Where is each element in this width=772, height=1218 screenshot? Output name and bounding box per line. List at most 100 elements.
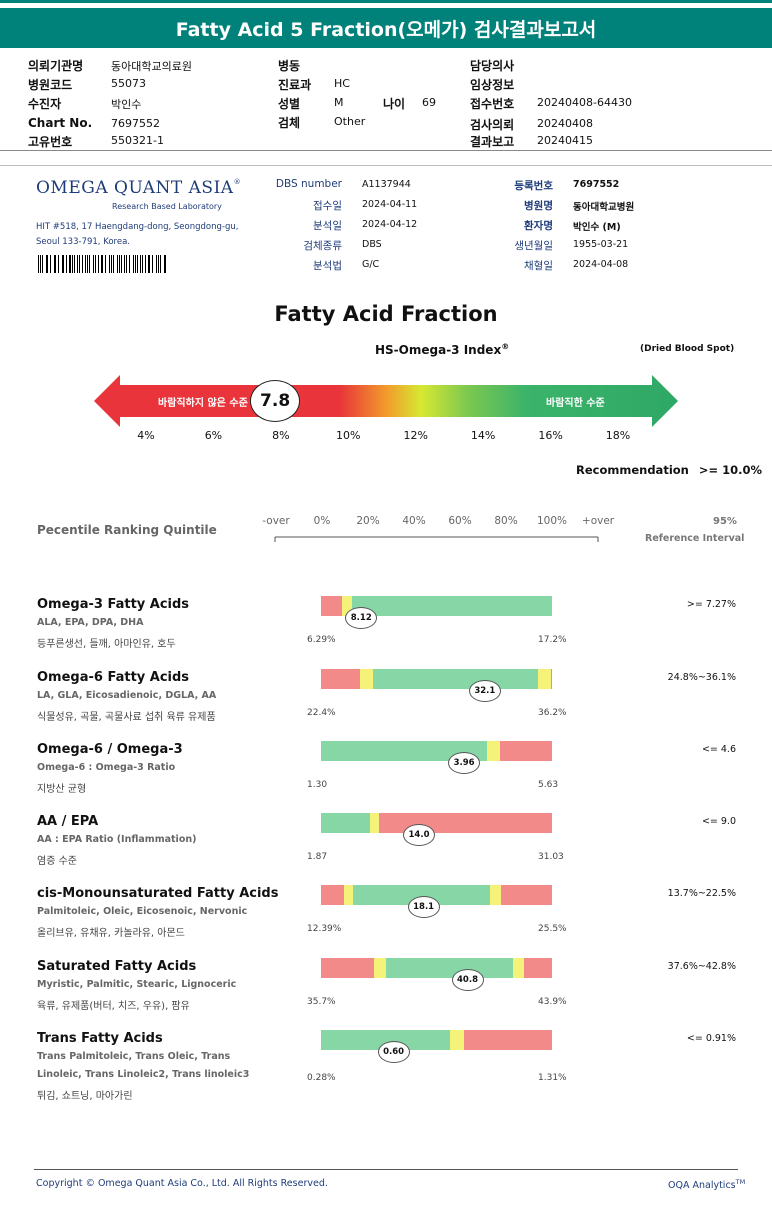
- row-value-marker: 8.12: [345, 607, 378, 629]
- header-divider: [0, 150, 772, 151]
- range-segment: [464, 1030, 552, 1050]
- row-value-marker: 32.1: [468, 680, 501, 702]
- percentile-tick-label: 100%: [536, 515, 568, 527]
- range-segment: [512, 958, 525, 978]
- barcode-bar: [94, 255, 96, 273]
- lab-trademark: ®: [233, 178, 241, 186]
- report-title: Fatty Acid 5 Fraction(오메가) 검사결과보고서: [175, 18, 597, 41]
- barcode-bar: [152, 255, 154, 273]
- row-value-marker: 14.0: [403, 824, 436, 846]
- footer-brand-tm: TM: [735, 1178, 746, 1186]
- sex-label: 성별: [278, 97, 301, 111]
- range-segment: [538, 669, 551, 689]
- row-title: Trans Fatty Acids: [37, 1031, 163, 1046]
- reference-interval-label: Reference Interval: [645, 533, 745, 544]
- age-value: 69: [422, 96, 436, 109]
- barcode-bar: [141, 255, 143, 273]
- specimen-value: Other: [334, 115, 366, 128]
- range-segment: [344, 885, 354, 905]
- row-value: 18.1: [413, 902, 435, 912]
- gauge-tick-label: 6%: [204, 429, 223, 442]
- doctor-label: 담당의사: [470, 59, 515, 73]
- hospital-name-value: 동아대학교의료원: [111, 60, 192, 73]
- report-date-value: 20240415: [537, 134, 593, 147]
- unique-no-value: 550321-1: [111, 134, 164, 147]
- row-value: 3.96: [453, 758, 475, 768]
- row-range-bar: [321, 596, 552, 616]
- row-range-high: 5.63: [538, 780, 559, 790]
- range-segment: [369, 813, 379, 833]
- receipt-no-label: 접수번호: [470, 97, 515, 111]
- range-segment: [385, 958, 513, 978]
- omega3-index-marker: 7.8: [250, 380, 301, 422]
- gauge-tick-label: 10%: [336, 429, 361, 442]
- barcode-bar: [132, 255, 134, 273]
- row-reference-interval: 24.8%~36.1%: [667, 672, 736, 683]
- percentile-tick-label: 60%: [448, 515, 472, 527]
- range-segment: [341, 596, 353, 616]
- lab-name: OMEGA QUANT ASIA: [36, 178, 234, 198]
- row-range-bar: [321, 1030, 552, 1050]
- percentile-tick-label: -over: [262, 515, 290, 527]
- sample-meta-value: 2024-04-11: [362, 199, 418, 210]
- row-title: Omega-6 / Omega-3: [37, 742, 183, 757]
- barcode-bar: [49, 255, 52, 273]
- row-title: Saturated Fatty Acids: [37, 959, 197, 974]
- footer-brand: OQA AnalyticsTM: [668, 1178, 745, 1191]
- department-value: HC: [334, 77, 350, 90]
- barcode-bar: [65, 255, 67, 273]
- range-segment: [352, 596, 552, 616]
- range-segment: [524, 958, 552, 978]
- gauge-tick-label: 16%: [538, 429, 563, 442]
- sample-meta-label: 분석법: [313, 260, 342, 272]
- row-title: Omega-3 Fatty Acids: [37, 597, 190, 612]
- patient-meta-label: 생년월일: [514, 240, 553, 252]
- patient-meta-label: 채혈일: [524, 260, 553, 272]
- row-range-bar: [321, 813, 552, 833]
- row-reference-interval: <= 9.0: [701, 816, 736, 827]
- row-value-marker: 3.96: [448, 752, 481, 774]
- row-food-sources: 올리브유, 유채유, 카놀라유, 아몬드: [37, 928, 185, 939]
- barcode-bar: [57, 255, 59, 273]
- row-components-2: Linoleic, Trans Linoleic2, Trans linolei…: [37, 1069, 250, 1080]
- patient-meta-value: 2024-04-08: [573, 259, 629, 270]
- fraction-title: Fatty Acid Fraction: [274, 302, 498, 326]
- row-food-sources: 튀김, 쇼트닝, 마아가린: [37, 1091, 133, 1102]
- report-title-bar: Fatty Acid 5 Fraction(오메가) 검사결과보고서: [0, 8, 772, 48]
- gauge-tick-label: 18%: [605, 429, 631, 442]
- omega3-index-gauge: [94, 375, 678, 427]
- sample-meta-label: 분석일: [313, 220, 342, 232]
- barcode-bar: [38, 255, 39, 273]
- department-label: 진료과: [278, 78, 312, 92]
- row-reference-interval: >= 7.27%: [686, 599, 736, 610]
- barcode-bar: [78, 255, 80, 273]
- row-title: Omega-6 Fatty Acids: [37, 670, 190, 685]
- percentile-tick-label: +over: [581, 515, 615, 527]
- row-components: ALA, EPA, DPA, DHA: [37, 617, 144, 628]
- row-components: LA, GLA, Eicosadienoic, DGLA, AA: [37, 690, 217, 701]
- barcode-bar: [89, 255, 91, 273]
- chart-no-value: 7697552: [111, 117, 160, 130]
- gauge-tick-label: 8%: [272, 429, 290, 442]
- report-date-label: 결과보고: [470, 135, 515, 149]
- row-components: Trans Palmitoleic, Trans Oleic, Trans: [37, 1051, 231, 1062]
- gauge-arrow-bar: [94, 375, 678, 427]
- barcode-bar: [124, 255, 126, 273]
- range-segment: [321, 741, 488, 761]
- sample-meta-value: 2024-04-12: [362, 219, 418, 230]
- row-value: 40.8: [457, 975, 478, 985]
- row-reference-interval: 37.6%~42.8%: [667, 961, 736, 972]
- row-range-high: 25.5%: [538, 924, 567, 934]
- recommendation-value: >= 10.0%: [698, 463, 763, 477]
- row-value: 14.0: [408, 830, 430, 840]
- patient-meta-value: 1955-03-21: [573, 239, 629, 250]
- percentile-axis: [274, 536, 599, 542]
- range-segment: [374, 958, 386, 978]
- range-segment: [487, 741, 501, 761]
- row-range-low: 0.28%: [307, 1073, 336, 1083]
- row-value-marker: 0.60: [377, 1041, 410, 1063]
- barcode-bar: [163, 255, 165, 273]
- row-food-sources: 염증 수준: [37, 856, 77, 867]
- sample-meta-label: 검체종류: [303, 240, 342, 252]
- age-label: 나이: [383, 97, 406, 111]
